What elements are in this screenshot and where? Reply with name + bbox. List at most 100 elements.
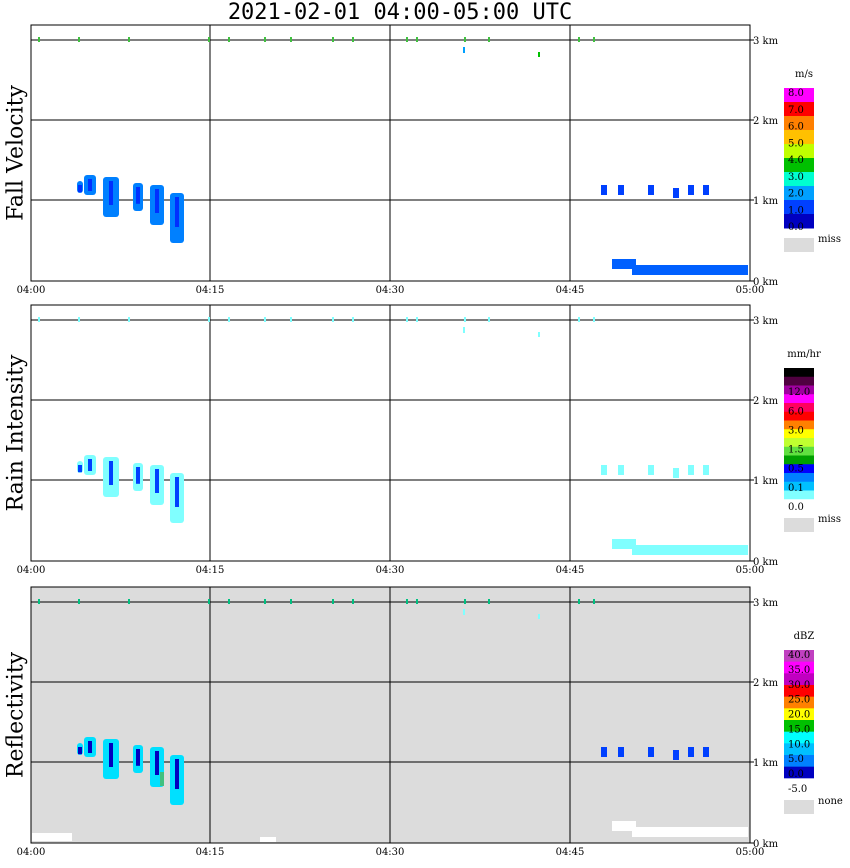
panel2-x-tick: 04:45 [556, 565, 585, 576]
panel1-colorbar-swatch [784, 102, 814, 117]
panel1-echo-cell [673, 188, 679, 198]
panel3-y-tick: 2 km [753, 678, 779, 689]
panel3-colorbar-label: 35.0 [788, 665, 810, 676]
panel2-echo-core [109, 461, 113, 485]
panel3-echo-cell [688, 747, 694, 757]
panel1-colorbar-swatch [784, 172, 814, 187]
panel3-echo-dot [488, 599, 490, 604]
panel3-echo-cell [703, 747, 709, 757]
panel3-echo-core [78, 747, 82, 755]
panel3-colorbar-swatch [784, 766, 814, 779]
panel1-echo-dot [38, 37, 40, 42]
panel3-echo-dot [128, 599, 130, 604]
panel2-colorbar-swatch [784, 438, 814, 448]
panel3-echo-core [160, 772, 164, 786]
panel2-x-tick: 04:15 [196, 565, 225, 576]
panel1-echo-dot [538, 52, 540, 57]
panel2-colorbar-label: 0.1 [788, 483, 804, 494]
panel1-colorbar-missing [784, 238, 814, 252]
panel1-echo-cell [703, 185, 709, 195]
panel2-x-tick: 04:30 [376, 565, 405, 576]
panel2-echo-cell [703, 465, 709, 475]
panel2-echo-dot [593, 317, 595, 322]
panel3-colorbar-swatch [784, 778, 814, 791]
panel1-echo-core [109, 181, 113, 205]
panel2-colorbar-swatch [784, 473, 814, 483]
panel1-colorbar-swatch [784, 158, 814, 173]
panel3-colorbar-swatch [784, 661, 814, 674]
panel3-colorbar-swatch [784, 731, 814, 744]
panel3-echo-dot [538, 614, 540, 619]
panel3-colorbar-swatch [784, 673, 814, 686]
panel1-y-tick: 3 km [753, 36, 779, 47]
panel1-y-tick: 1 km [753, 196, 779, 207]
panel3-colorbar-label: 25.0 [788, 695, 810, 706]
panel1-echo-dot [290, 37, 292, 42]
panel3-y-tick: 3 km [753, 598, 779, 609]
panel3-x-tick: 04:15 [196, 847, 225, 858]
panel1-echo-dot [406, 37, 408, 42]
panel3-echo-band [612, 821, 636, 831]
panel1-colorbar-label: 6.0 [788, 122, 804, 133]
panel1-echo-band [660, 269, 720, 274]
panel1-x-tick: 05:00 [736, 285, 765, 296]
panel1-colorbar-swatch [784, 144, 814, 159]
panel3-x-tick: 04:45 [556, 847, 585, 858]
panel1-y-tick: 0 km [753, 277, 779, 288]
panel1-colorbar-label: 1.0 [788, 205, 804, 216]
panel2-echo-band [612, 539, 636, 549]
panel2-colorbar-label: 6.0 [788, 406, 804, 417]
panel3-colorbar-label: 5.0 [788, 754, 804, 765]
panel3-colorbar-label: 15.0 [788, 724, 810, 735]
panel2-echo-cell [601, 465, 607, 475]
panel1-x-tick: 04:00 [17, 285, 46, 296]
panel2-echo-band [632, 545, 748, 555]
panel3-echo-band [632, 827, 748, 837]
panel3-x-tick: 04:30 [376, 847, 405, 858]
panel2-colorbar-label: 0.0 [788, 502, 804, 513]
panel2-echo-dot [406, 317, 408, 322]
panel2-echo-dot [464, 317, 466, 322]
panel2-x-tick: 04:00 [17, 565, 46, 576]
panel2-colorbar-swatch [784, 411, 814, 421]
chart-title: 2021-02-01 04:00-05:00 UTC [227, 0, 573, 25]
panel3-colorbar-missing-label: none [818, 796, 843, 807]
panel2-colorbar-swatch [784, 403, 814, 413]
panel2-echo-dot [416, 317, 418, 322]
panel3-echo-dot [228, 599, 230, 604]
panel3-echo-cell [673, 750, 679, 760]
panel2-echo-dot [463, 327, 465, 333]
panel1-echo-dot [578, 37, 580, 42]
panel1-echo-core [155, 189, 159, 213]
panel2-colorbar-missing-label: miss [818, 514, 841, 525]
panel2-colorbar-swatch [784, 446, 814, 456]
panel3-colorbar-swatch [784, 720, 814, 733]
panel3-colorbar-label: -5.0 [788, 784, 807, 795]
panel2-colorbar-swatch [784, 376, 814, 386]
panel3-colorbar-swatch [784, 708, 814, 721]
panel3-x-tick: 04:00 [17, 847, 46, 858]
panel3-echo-dot [578, 599, 580, 604]
panel2-echo-dot [78, 317, 80, 322]
panel3-echo-dot [208, 599, 210, 604]
panel3-echo-dot [264, 599, 266, 604]
panel1-colorbar-label: 4.0 [788, 155, 804, 166]
panel2-colorbar-missing [784, 518, 814, 532]
panel2-colorbar-label: 3.0 [788, 425, 804, 436]
panel2-echo-dot [128, 317, 130, 322]
panel2-y-tick: 3 km [753, 316, 779, 327]
panel2-echo-cell [673, 468, 679, 478]
panel1-colorbar-swatch [784, 88, 814, 103]
panel3-echo-dot [406, 599, 408, 604]
panel1-echo-core [136, 187, 140, 204]
panel2-colorbar-swatch [784, 420, 814, 430]
panel2-colorbar-label: 0.5 [788, 464, 804, 475]
panel3-echo-dot [290, 599, 292, 604]
panel2-colorbar-swatch [784, 499, 814, 509]
panel3-echo-core [88, 741, 92, 753]
panel3-colorbar-swatch [784, 685, 814, 698]
panel2-y-tick: 1 km [753, 476, 779, 487]
panel3-echo-dot [464, 599, 466, 604]
panel1-echo-dot [128, 37, 130, 42]
panel2-colorbar-unit: mm/hr [787, 349, 821, 360]
